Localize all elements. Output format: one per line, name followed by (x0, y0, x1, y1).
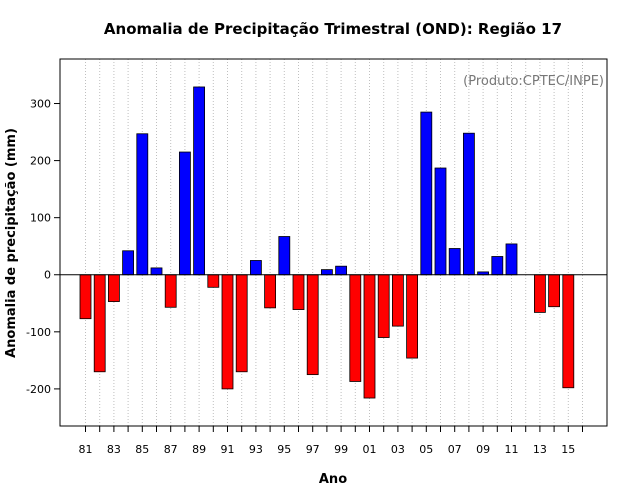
bar-10 (491, 256, 504, 276)
plot-frame (59, 58, 608, 427)
bar-87 (164, 274, 177, 308)
x-tick-label: 93 (249, 443, 263, 456)
x-axis-label: Ano (319, 472, 347, 487)
bar-04 (406, 274, 419, 359)
bar-03 (391, 274, 404, 327)
bar-92 (235, 274, 248, 373)
chart-title: Anomalia de Precipitação Trimestral (OND… (104, 20, 562, 38)
y-tick-label: 200 (30, 155, 51, 168)
x-tick-label: 97 (306, 443, 320, 456)
bar-06 (434, 167, 447, 276)
bar-99 (335, 265, 348, 276)
bar-81 (79, 274, 92, 320)
x-tick-label: 91 (221, 443, 235, 456)
x-tick-label: 87 (164, 443, 178, 456)
x-tick-label: 05 (419, 443, 433, 456)
bar-84 (122, 250, 134, 276)
y-tick-label: 300 (30, 98, 51, 111)
bar-86 (150, 267, 163, 276)
bar-05 (420, 111, 433, 276)
bar-00 (349, 274, 362, 382)
vertical-grid-lines (85, 59, 583, 426)
bar-89 (193, 86, 206, 276)
bar-82 (93, 274, 106, 373)
x-tick-label: 07 (448, 443, 462, 456)
x-tick-label: 89 (192, 443, 206, 456)
y-tick-label: -100 (26, 326, 51, 339)
x-tick-label: 85 (135, 443, 149, 456)
x-tick-label: 11 (505, 443, 519, 456)
x-tick-label: 15 (561, 443, 575, 456)
x-tick-label: 13 (533, 443, 547, 456)
bar-93 (249, 260, 262, 276)
x-axis: 81 83 85 87 89 91 93 95 97 99 01 03 05 07 09 11 13 15 (79, 426, 583, 456)
bar-88 (178, 151, 191, 276)
x-tick-label: 81 (79, 443, 93, 456)
bars (79, 86, 575, 399)
bar-98 (320, 269, 333, 276)
x-tick-label: 03 (391, 443, 405, 456)
x-tick-label: 99 (334, 443, 348, 456)
x-tick-label: 01 (363, 443, 377, 456)
bar-91 (221, 274, 234, 390)
bar-85 (136, 133, 149, 276)
bar-90 (207, 274, 220, 288)
bar-95 (278, 236, 291, 276)
bar-14 (548, 274, 560, 308)
credit-annotation: (Produto:CPTEC/INPE) (463, 74, 604, 89)
y-tick-label: 100 (30, 212, 51, 225)
bar-13 (534, 274, 546, 313)
bar-08 (462, 132, 475, 276)
y-axis-label: Anomalia de precipitação (mm) (4, 128, 19, 358)
x-tick-label: 09 (476, 443, 490, 456)
y-tick-label: -200 (26, 383, 51, 396)
bar-01 (363, 274, 376, 399)
bar-02 (377, 274, 390, 338)
bar-94 (264, 274, 277, 309)
bar-15 (562, 274, 575, 389)
bar-07 (448, 248, 461, 276)
bar-83 (108, 274, 120, 302)
x-tick-label: 95 (277, 443, 291, 456)
x-tick-label: 83 (107, 443, 121, 456)
bar-96 (292, 274, 305, 310)
bar-97 (306, 274, 319, 376)
y-tick-label: 0 (44, 269, 51, 282)
y-axis: -200 -100 0 100 200 300 (26, 98, 60, 396)
bar-11 (505, 243, 518, 276)
